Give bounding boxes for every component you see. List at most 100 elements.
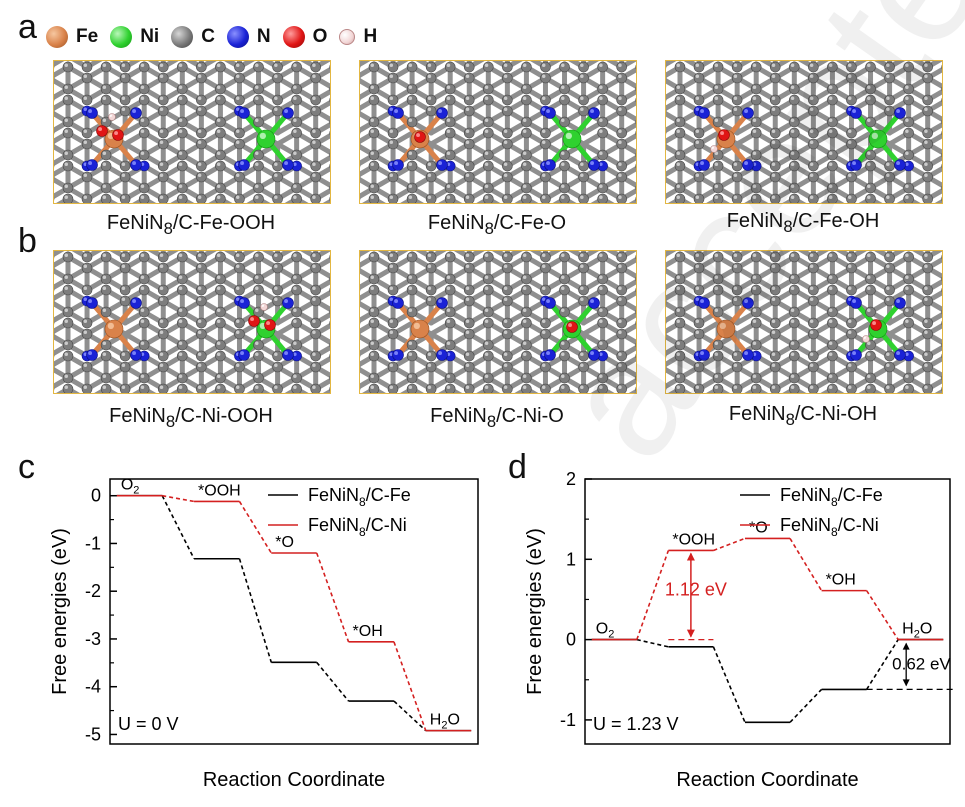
c-atom <box>483 83 494 95</box>
c-atom-highlight <box>121 264 126 268</box>
c-atom-highlight <box>867 374 871 378</box>
c-atom <box>540 94 551 106</box>
c-atom <box>750 383 762 393</box>
c-atom-highlight <box>64 308 68 312</box>
c-atom-highlight <box>389 74 394 78</box>
c-atom <box>731 72 743 84</box>
c-atom-highlight <box>83 129 88 133</box>
c-atom-highlight <box>714 308 719 312</box>
c-atom <box>903 94 914 106</box>
c-atom-highlight <box>235 319 240 323</box>
c-atom <box>234 317 245 329</box>
c-atom <box>750 273 762 285</box>
c-atom <box>444 193 456 203</box>
c-atom-highlight <box>561 352 565 356</box>
c-atom-highlight <box>886 107 890 111</box>
c-atom <box>310 61 321 73</box>
transition-line <box>636 638 669 648</box>
c-atom-highlight <box>64 352 68 356</box>
c-atom <box>483 372 494 384</box>
fe-atom <box>104 319 124 339</box>
c-atom <box>157 317 169 329</box>
c-atom <box>444 273 456 285</box>
c-atom-highlight <box>484 162 489 166</box>
c-atom-highlight <box>847 264 852 268</box>
o-atom <box>248 315 260 327</box>
panel-letter-d: d <box>508 448 527 486</box>
c-atom-highlight <box>159 96 164 100</box>
c-atom-highlight <box>561 253 565 257</box>
c-atom-highlight <box>159 297 164 301</box>
c-atom <box>674 193 686 203</box>
c-atom-highlight <box>522 275 527 279</box>
c-atom <box>291 251 302 263</box>
ni-atom-highlight <box>565 132 572 139</box>
c-atom <box>100 83 112 95</box>
n-atom <box>86 159 98 171</box>
c-atom-highlight <box>140 374 145 378</box>
c-atom-highlight <box>408 385 413 389</box>
o-atom-highlight <box>416 133 420 137</box>
c-atom <box>769 61 781 73</box>
c-atom <box>310 105 321 117</box>
transition-line <box>713 537 746 552</box>
c-atom <box>827 284 838 296</box>
c-atom <box>597 149 608 161</box>
c-atom <box>922 72 933 84</box>
c-atom <box>119 193 131 203</box>
c-atom-highlight <box>427 363 432 367</box>
c-atom-highlight <box>312 173 316 177</box>
c-atom-highlight <box>370 319 374 323</box>
c-atom <box>138 317 150 329</box>
c-atom-highlight <box>695 63 700 67</box>
c-atom-highlight <box>140 184 145 188</box>
c-atom <box>234 284 245 296</box>
overpotential-label-ni: 1.12 eV <box>665 579 727 599</box>
c-atom <box>81 127 93 139</box>
c-atom <box>215 193 226 203</box>
c-atom <box>674 284 686 296</box>
c-atom <box>750 251 762 263</box>
c-atom-highlight <box>484 85 489 89</box>
c-atom <box>808 160 819 172</box>
c-atom-highlight <box>465 162 470 166</box>
c-atom <box>903 127 914 139</box>
c-atom-highlight <box>905 85 909 89</box>
c-atom-highlight <box>102 308 107 312</box>
c-atom <box>406 251 418 263</box>
c-atom-highlight <box>503 297 508 301</box>
c-atom-highlight <box>64 96 68 100</box>
step-label: *OOH <box>198 482 241 499</box>
c-atom <box>368 193 380 203</box>
c-atom <box>291 61 302 73</box>
c-atom-highlight <box>905 341 909 345</box>
c-atom <box>559 182 570 194</box>
c-atom <box>368 61 380 73</box>
c-atom-highlight <box>809 319 814 323</box>
n-atom-highlight <box>700 161 704 165</box>
c-atom-highlight <box>446 341 451 345</box>
transition-line <box>393 641 427 731</box>
c-atom <box>789 83 800 95</box>
legend-label: FeNiN8/C-Ni <box>780 515 879 539</box>
c-atom-highlight <box>809 286 814 290</box>
c-atom <box>578 160 589 172</box>
y-tick-label: 0 <box>91 486 101 506</box>
c-atom <box>674 127 686 139</box>
c-atom <box>712 383 724 393</box>
c-atom <box>808 138 819 150</box>
c-atom-highlight <box>255 63 259 67</box>
c-atom-highlight <box>828 385 833 389</box>
c-atom-highlight <box>695 74 700 78</box>
c-atom-highlight <box>197 173 202 177</box>
c-c-bond <box>360 251 371 257</box>
c-atom <box>540 171 551 183</box>
c-atom <box>578 361 589 373</box>
c-atom-highlight <box>580 195 584 199</box>
c-atom-highlight <box>370 308 374 312</box>
n-atom <box>742 159 754 171</box>
c-atom-highlight <box>293 63 297 67</box>
c-atom <box>789 193 800 203</box>
c-atom-highlight <box>235 96 240 100</box>
n-atom-highlight <box>590 299 594 303</box>
